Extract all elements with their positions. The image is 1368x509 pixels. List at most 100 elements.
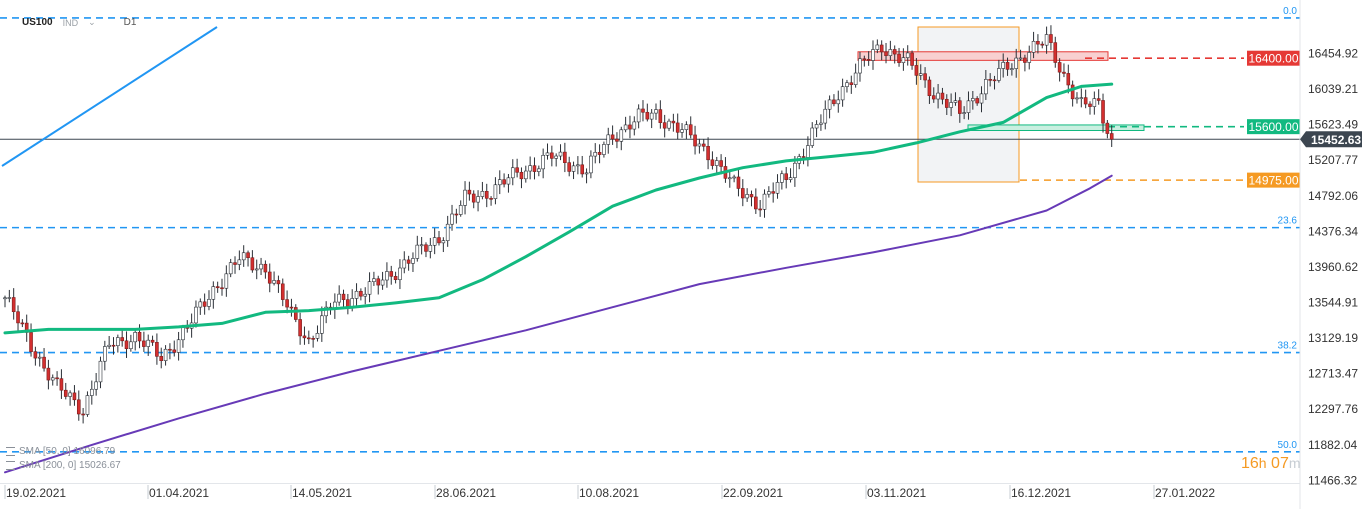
timeframe-label[interactable]: D1 (123, 17, 137, 28)
indicator-sma50[interactable]: SMA [50, 0] 16096.79 (6, 446, 115, 457)
current-price-tag (1300, 131, 1362, 148)
candle-up (623, 124, 628, 131)
candles-layer (3, 25, 1114, 424)
candle-up (962, 112, 966, 114)
price-tick-label: 13960.62 (1308, 260, 1358, 274)
candle-up (463, 189, 467, 206)
candle-down (1036, 40, 1040, 45)
candle-up (541, 154, 545, 170)
candle-up (537, 168, 541, 172)
candle-down (172, 349, 177, 353)
candle-up (510, 167, 515, 179)
time-tick-label: 14.05.2021 (292, 486, 352, 500)
candle-down (701, 143, 706, 147)
candle-down (306, 337, 311, 340)
candle-down (76, 399, 81, 415)
fib-level-label: 38.2 (1278, 341, 1298, 352)
candle-down (519, 171, 524, 180)
price-level-tag-label: 16400.00 (1248, 52, 1298, 66)
candle-up (667, 120, 671, 129)
candle-down (662, 122, 667, 129)
candle-up (380, 279, 385, 286)
candle-up (1010, 68, 1014, 70)
indicator-sma200[interactable]: SMA [200, 0] 15026.67 (6, 460, 121, 471)
price-tick-label: 14376.34 (1308, 224, 1358, 238)
candle-timer: 16h 07m (1241, 455, 1301, 473)
candle-down (892, 49, 897, 55)
candle-down (341, 293, 346, 300)
price-level-tag-label: 14975.00 (1248, 174, 1298, 188)
candle-up (441, 240, 446, 244)
candle-down (862, 58, 867, 61)
candle-up (632, 121, 637, 130)
candle-down (675, 122, 680, 133)
timer-h-unit: h (1258, 455, 1267, 471)
candle-up (445, 223, 450, 241)
candle-down (63, 389, 68, 397)
candle-up (827, 99, 832, 110)
candle-up (1014, 57, 1019, 69)
candle-up (775, 182, 780, 194)
candle-down (437, 237, 441, 244)
candle-up (997, 68, 1001, 81)
candle-up (936, 92, 940, 100)
candle-down (111, 344, 116, 347)
time-tick-label: 16.12.2021 (1011, 486, 1071, 500)
candle-up (228, 262, 233, 275)
candle-down (610, 134, 615, 140)
timer-hours: 16 (1241, 455, 1259, 472)
candle-down (884, 51, 888, 56)
fib-level-label: 50.0 (1278, 440, 1298, 451)
candle-up (697, 143, 702, 147)
price-tick-label: 16039.21 (1308, 82, 1358, 96)
candle-up (767, 191, 771, 195)
sma50-label: SMA [50, 0] 16096.79 (19, 446, 116, 457)
candle-up (589, 155, 593, 174)
candle-up (819, 122, 823, 125)
candle-down (142, 340, 146, 347)
candle-up (953, 100, 958, 103)
candle-up (37, 356, 42, 359)
candle-down (159, 356, 164, 361)
candle-up (836, 99, 841, 105)
price-tick-label: 13544.91 (1308, 295, 1358, 309)
candle-up (103, 346, 107, 362)
candle-down (484, 191, 489, 199)
candle-up (971, 98, 975, 102)
candle-up (901, 57, 906, 63)
price-tick-label: 13129.19 (1308, 331, 1358, 345)
candle-up (1079, 97, 1084, 99)
candle-down (311, 338, 315, 340)
candle-down (988, 79, 992, 81)
time-tick-label: 03.11.2021 (867, 486, 926, 500)
candle-up (7, 297, 12, 299)
candle-up (198, 301, 203, 308)
candle-up (875, 44, 880, 50)
sma200-label: SMA [200, 0] 15026.67 (19, 460, 121, 471)
candle-up (806, 145, 810, 158)
candle-down (1053, 42, 1058, 63)
candle-up (506, 177, 511, 185)
candle-down (276, 280, 281, 285)
candle-down (1040, 43, 1045, 46)
price-tick-label: 12297.76 (1308, 402, 1358, 416)
list-icon (6, 461, 15, 470)
candle-up (554, 155, 558, 159)
candle-down (20, 322, 25, 325)
candle-up (979, 93, 984, 104)
candle-up (840, 86, 845, 101)
source-dropdown-icon[interactable]: ⌄ (88, 17, 96, 27)
candle-down (944, 98, 949, 108)
candle-up (320, 315, 324, 334)
candle-down (992, 79, 997, 82)
candle-down (784, 173, 789, 180)
candle-down (688, 124, 693, 136)
candle-up (315, 333, 320, 339)
candle-down (406, 259, 411, 264)
candle-up (845, 82, 849, 87)
candle-down (1005, 62, 1010, 70)
candle-up (476, 196, 480, 203)
candle-up (762, 193, 767, 210)
